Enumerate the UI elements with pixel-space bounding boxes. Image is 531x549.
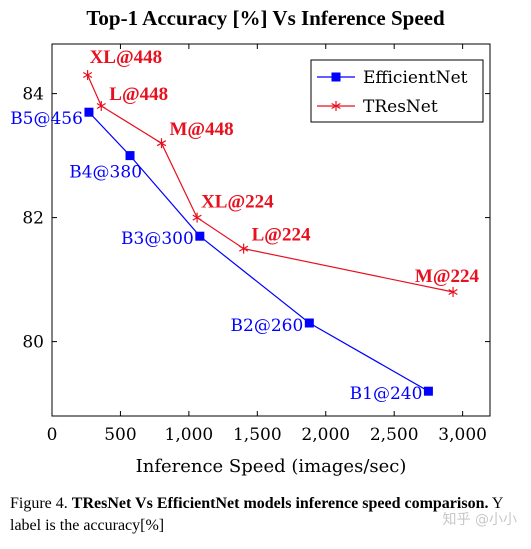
x-tick-label: 500 bbox=[104, 425, 136, 445]
x-tick-label: 0 bbox=[47, 425, 58, 445]
tresnet-point bbox=[156, 138, 167, 149]
efficientnet-point-label: B3@300 bbox=[121, 229, 194, 249]
tresnet-point bbox=[96, 101, 106, 111]
watermark-text: 知乎 @小小 bbox=[442, 512, 517, 528]
x-axis-label: Inference Speed (images/sec) bbox=[136, 456, 407, 477]
tresnet-point bbox=[82, 70, 93, 80]
tresnet-point-label: L@224 bbox=[252, 225, 311, 246]
x-tick-label: 1,000 bbox=[165, 425, 214, 445]
efficientnet-point-label: B1@240 bbox=[350, 384, 423, 404]
legend-entry-label: EfficientNet bbox=[363, 68, 468, 88]
caption-prefix: Figure 4. bbox=[10, 495, 72, 512]
efficientnet-point-label: B5@456 bbox=[10, 109, 83, 129]
efficientnet-point bbox=[125, 151, 135, 161]
tresnet-point bbox=[238, 243, 249, 254]
tresnet-point-label: M@224 bbox=[415, 266, 480, 287]
plot-frame bbox=[51, 43, 491, 417]
tresnet-point bbox=[192, 212, 202, 223]
tresnet-point-label: L@448 bbox=[109, 84, 168, 105]
tresnet-point-label: XL@448 bbox=[90, 47, 163, 68]
efficientnet-point bbox=[304, 318, 314, 328]
x-tick-label: 2,000 bbox=[301, 425, 350, 445]
figure-caption: Figure 4. TResNet Vs EfficientNet models… bbox=[10, 493, 522, 537]
x-tick-label: 3,000 bbox=[438, 425, 487, 445]
efficientnet-point-label: B4@380 bbox=[69, 163, 142, 183]
caption-rest: Y label is the accuracy[%] bbox=[10, 495, 503, 534]
efficientnet-point bbox=[423, 386, 433, 396]
y-tick-label: 84 bbox=[22, 85, 44, 105]
tresnet-point bbox=[448, 287, 458, 297]
y-tick-label: 80 bbox=[22, 333, 44, 353]
legend-marker-square bbox=[331, 72, 341, 82]
tresnet-point-label: XL@224 bbox=[201, 192, 274, 213]
caption-bold: TResNet Vs EfficientNet models inference… bbox=[71, 495, 489, 512]
x-tick-label: 2,500 bbox=[370, 425, 419, 445]
chart-title: Top-1 Accuracy [%] Vs Inference Speed bbox=[86, 6, 445, 30]
tresnet-point-label: M@448 bbox=[170, 119, 234, 140]
efficientnet-point bbox=[195, 231, 205, 241]
x-tick-label: 1,500 bbox=[233, 425, 282, 445]
legend-marker-star bbox=[331, 101, 341, 111]
chart-plot: 0 500 1,000 1,500 2,000 2,500 3,000 80 82 84 Infer… bbox=[10, 43, 491, 477]
legend-box bbox=[310, 59, 484, 123]
tresnet-line bbox=[87, 74, 454, 293]
y-tick-label: 82 bbox=[22, 209, 44, 229]
legend-entry-label: TResNet bbox=[363, 97, 438, 117]
efficientnet-point bbox=[84, 107, 94, 117]
efficientnet-point-label: B2@260 bbox=[231, 316, 304, 336]
